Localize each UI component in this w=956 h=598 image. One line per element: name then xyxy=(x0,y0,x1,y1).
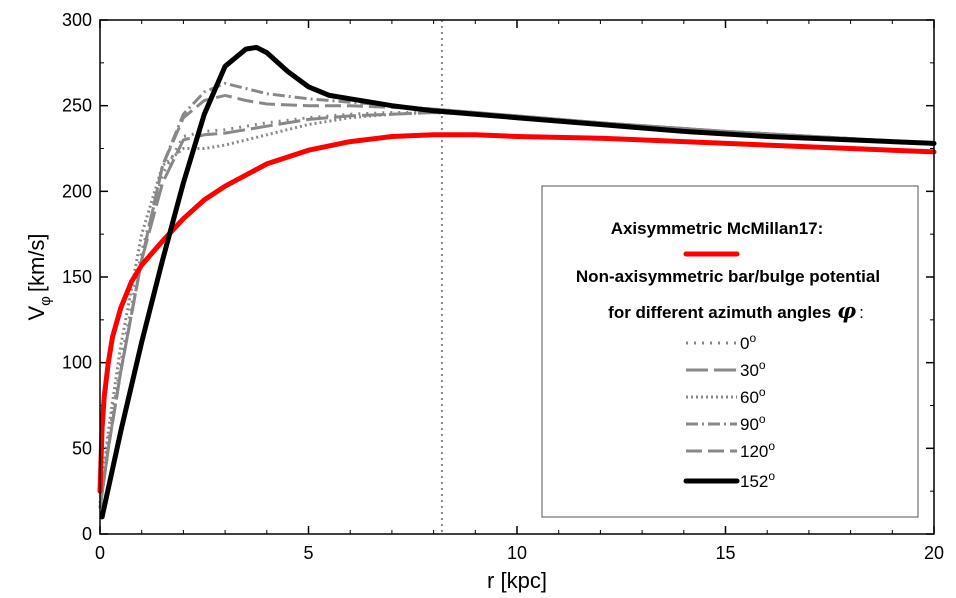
series-line-6 xyxy=(99,44,937,520)
degree-superscript: o xyxy=(759,412,766,426)
y-tick-label: 150 xyxy=(62,267,92,287)
plot-frame xyxy=(99,19,935,535)
degree-superscript: o xyxy=(759,385,766,399)
legend-header-azimuth-text: for different azimuth angles xyxy=(608,303,831,322)
degree-superscript: o xyxy=(759,358,766,372)
y-tick-label: 100 xyxy=(62,353,92,373)
legend-label-6: 152o xyxy=(740,469,775,491)
x-tick-label: 20 xyxy=(924,543,944,563)
x-axis-title: r [kpc] xyxy=(487,568,547,593)
degree-superscript: o xyxy=(768,439,775,453)
degree-superscript: o xyxy=(768,469,775,483)
y-axis-title-unit: [km/s] xyxy=(24,233,49,292)
x-tick-label: 5 xyxy=(303,543,313,563)
y-tick-label: 200 xyxy=(62,181,92,201)
x-tick-label: 0 xyxy=(95,543,105,563)
degree-superscript: o xyxy=(749,331,756,345)
legend-label-5: 120o xyxy=(740,439,775,461)
y-axis-title-main: V xyxy=(24,306,49,321)
y-axis-title-subscript: φ xyxy=(37,296,54,306)
series-group xyxy=(97,44,937,520)
legend-header-axisymmetric: Axisymmetric McMillan17: xyxy=(611,219,824,238)
x-tick-label: 15 xyxy=(715,543,735,563)
y-tick-label: 50 xyxy=(72,438,92,458)
plot-border xyxy=(99,19,935,535)
legend-box xyxy=(541,185,919,518)
legend-header-azimuth: for different azimuth angles φ: xyxy=(608,298,864,323)
phi-symbol: φ xyxy=(837,298,856,323)
y-axis-title: Vφ [km/s] xyxy=(24,233,54,320)
x-tick-label: 10 xyxy=(507,543,527,563)
legend: Axisymmetric McMillan17: Non-axisymmetri… xyxy=(541,185,919,518)
series-line-0 xyxy=(97,132,937,494)
y-tick-label: 250 xyxy=(62,96,92,116)
y-tick-label: 300 xyxy=(62,10,92,30)
y-tick-label: 0 xyxy=(82,524,92,544)
legend-header-colon: : xyxy=(859,303,864,322)
legend-header-nonaxisymmetric: Non-axisymmetric bar/bulge potential xyxy=(576,267,880,286)
